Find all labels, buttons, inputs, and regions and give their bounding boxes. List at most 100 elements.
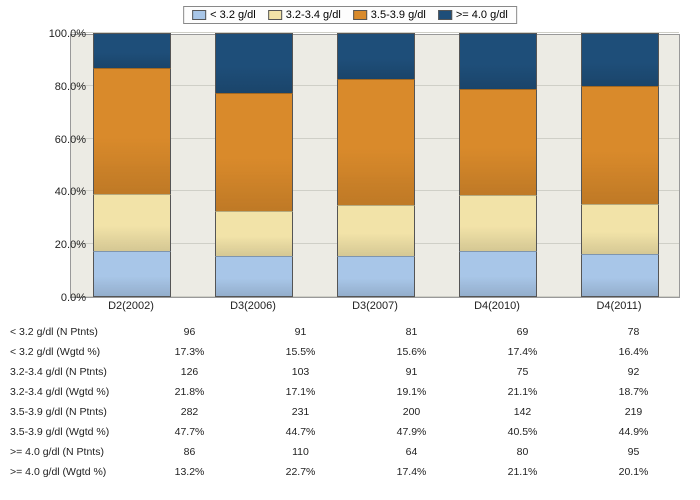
y-axis-tick: 80.0% — [30, 81, 86, 93]
table-cell: 47.7% — [134, 426, 245, 438]
table-cell: 22.7% — [245, 466, 356, 478]
y-axis-tick: 20.0% — [30, 239, 86, 251]
table-cell: 95 — [578, 446, 689, 458]
table-cell: 17.4% — [356, 466, 467, 478]
bar-segment — [93, 68, 171, 194]
x-axis-tick: D3(2007) — [315, 300, 435, 312]
table-cell: 103 — [245, 366, 356, 378]
row-label: < 3.2 g/dl (N Ptnts) — [8, 326, 134, 338]
bar-segment — [215, 256, 293, 297]
table-cell: 231 — [245, 406, 356, 418]
table-cell: 69 — [467, 326, 578, 338]
y-axis-tick: 40.0% — [30, 186, 86, 198]
table-cell: 219 — [578, 406, 689, 418]
bar — [459, 33, 537, 297]
table-cell: 17.4% — [467, 346, 578, 358]
legend-label: 3.2-3.4 g/dl — [286, 9, 341, 21]
table-cell: 17.3% — [134, 346, 245, 358]
table-cell: 15.6% — [356, 346, 467, 358]
y-axis-tick: 60.0% — [30, 134, 86, 146]
table-cell: 96 — [134, 326, 245, 338]
bar — [337, 33, 415, 297]
bar-segment — [581, 86, 659, 204]
bar-segment — [581, 204, 659, 253]
row-label: < 3.2 g/dl (Wgtd %) — [8, 346, 134, 358]
table-row: 3.5-3.9 g/dl (N Ptnts)282231200142219 — [8, 402, 692, 422]
chart-container: < 3.2 g/dl 3.2-3.4 g/dl 3.5-3.9 g/dl >= … — [0, 0, 700, 500]
table-cell: 282 — [134, 406, 245, 418]
table-row: >= 4.0 g/dl (N Ptnts)86110648095 — [8, 442, 692, 462]
bar-segment — [337, 33, 415, 79]
bar-segment — [215, 93, 293, 211]
legend-item: 3.2-3.4 g/dl — [268, 9, 341, 21]
legend-item: < 3.2 g/dl — [192, 9, 256, 21]
legend-item: 3.5-3.9 g/dl — [353, 9, 426, 21]
table-row: >= 4.0 g/dl (Wgtd %)13.2%22.7%17.4%21.1%… — [8, 462, 692, 482]
bar-segment — [93, 194, 171, 252]
table-row: 3.2-3.4 g/dl (Wgtd %)21.8%17.1%19.1%21.1… — [8, 382, 692, 402]
bar-segment — [581, 254, 659, 297]
x-axis-tick: D4(2010) — [437, 300, 557, 312]
legend-swatch — [438, 10, 452, 20]
y-axis-tick: 100.0% — [30, 28, 86, 40]
table-cell: 40.5% — [467, 426, 578, 438]
row-label: >= 4.0 g/dl (N Ptnts) — [8, 446, 134, 458]
table-cell: 44.7% — [245, 426, 356, 438]
table-cell: 200 — [356, 406, 467, 418]
bar-segment — [581, 33, 659, 86]
bar-segment — [215, 33, 293, 93]
table-cell: 80 — [467, 446, 578, 458]
table-cell: 18.7% — [578, 386, 689, 398]
table-cell: 91 — [356, 366, 467, 378]
table-row: 3.2-3.4 g/dl (N Ptnts)126103917592 — [8, 362, 692, 382]
legend-swatch — [353, 10, 367, 20]
row-label: >= 4.0 g/dl (Wgtd %) — [8, 466, 134, 478]
table-cell: 142 — [467, 406, 578, 418]
x-axis-tick: D4(2011) — [559, 300, 679, 312]
table-cell: 86 — [134, 446, 245, 458]
table-cell: 15.5% — [245, 346, 356, 358]
bar-segment — [337, 256, 415, 297]
bar — [93, 33, 171, 297]
table-row: < 3.2 g/dl (N Ptnts)9691816978 — [8, 322, 692, 342]
bar-segment — [337, 79, 415, 205]
x-axis-tick: D3(2006) — [193, 300, 313, 312]
row-label: 3.5-3.9 g/dl (Wgtd %) — [8, 426, 134, 438]
table-cell: 21.8% — [134, 386, 245, 398]
bar-segment — [93, 33, 171, 68]
table-cell: 16.4% — [578, 346, 689, 358]
table-cell: 20.1% — [578, 466, 689, 478]
table-cell: 21.1% — [467, 466, 578, 478]
table-cell: 92 — [578, 366, 689, 378]
table-cell: 91 — [245, 326, 356, 338]
table-cell: 19.1% — [356, 386, 467, 398]
row-label: 3.5-3.9 g/dl (N Ptnts) — [8, 406, 134, 418]
legend-swatch — [192, 10, 206, 20]
row-label: 3.2-3.4 g/dl (Wgtd %) — [8, 386, 134, 398]
legend-swatch — [268, 10, 282, 20]
table-cell: 78 — [578, 326, 689, 338]
table-row: 3.5-3.9 g/dl (Wgtd %)47.7%44.7%47.9%40.5… — [8, 422, 692, 442]
bar-segment — [337, 205, 415, 255]
bar-segment — [459, 195, 537, 251]
table-cell: 126 — [134, 366, 245, 378]
x-axis-tick: D2(2002) — [71, 300, 191, 312]
legend-label: < 3.2 g/dl — [210, 9, 256, 21]
table-cell: 75 — [467, 366, 578, 378]
bar-segment — [459, 89, 537, 196]
legend-label: 3.5-3.9 g/dl — [371, 9, 426, 21]
table-row: < 3.2 g/dl (Wgtd %)17.3%15.5%15.6%17.4%1… — [8, 342, 692, 362]
plot-area — [70, 34, 680, 298]
bar-segment — [215, 211, 293, 256]
table-cell: 81 — [356, 326, 467, 338]
row-label: 3.2-3.4 g/dl (N Ptnts) — [8, 366, 134, 378]
bar — [215, 33, 293, 297]
legend-label: >= 4.0 g/dl — [456, 9, 508, 21]
legend: < 3.2 g/dl 3.2-3.4 g/dl 3.5-3.9 g/dl >= … — [183, 6, 517, 24]
table-cell: 21.1% — [467, 386, 578, 398]
table-cell: 13.2% — [134, 466, 245, 478]
bar — [581, 33, 659, 297]
table-cell: 47.9% — [356, 426, 467, 438]
bar-segment — [459, 251, 537, 297]
table-cell: 64 — [356, 446, 467, 458]
